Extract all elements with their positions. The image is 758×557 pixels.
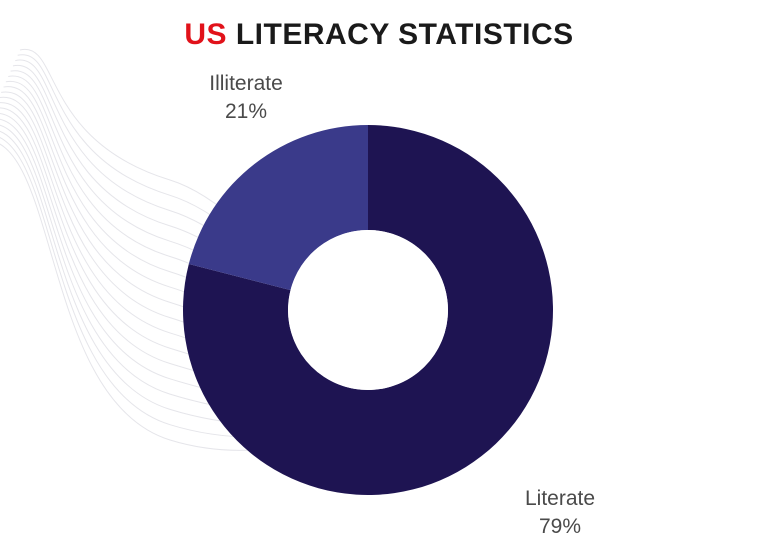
slice-label-text: Literate [500,485,620,513]
slice-label-text: Illiterate [186,70,306,98]
slice-label-percent: 79% [500,513,620,541]
slice-label-literate: Literate 79% [500,485,620,542]
slice-label-illiterate: Illiterate 21% [186,70,306,127]
donut-chart [0,0,758,557]
chart-stage: US LITERACY STATISTICS Illiterate 21% Li… [0,0,758,557]
slice-label-percent: 21% [186,98,306,126]
donut-hole [288,230,448,390]
